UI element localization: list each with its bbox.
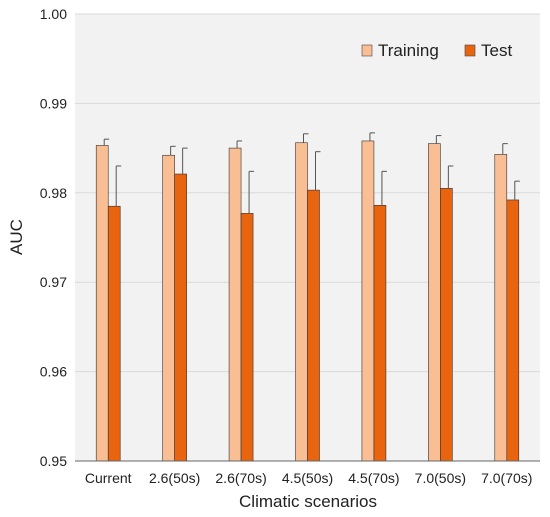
legend-swatch-training	[361, 44, 373, 57]
x-tick-label: 4.5(70s)	[348, 470, 399, 486]
bar-training-2	[228, 147, 242, 462]
bar-test-4	[373, 205, 387, 462]
x-tick-label: 2.6(70s)	[215, 470, 266, 486]
y-tick-label: 0.96	[40, 364, 67, 380]
bar-training-3	[295, 142, 308, 462]
bar-test-6	[506, 199, 520, 462]
error-bars	[103, 132, 520, 214]
x-axis-title: Climatic scenarios	[239, 492, 377, 511]
bar-training-6	[494, 154, 508, 462]
bar-test-3	[307, 189, 320, 462]
bar-test-5	[440, 188, 453, 462]
bar-training-4	[361, 140, 375, 462]
y-tick-label: 1.00	[40, 6, 67, 22]
y-tick-label: 0.95	[40, 453, 67, 469]
bar-test-1	[174, 173, 187, 462]
x-tick-label: Current	[85, 470, 132, 486]
x-tick-label: 7.0(70s)	[481, 470, 532, 486]
x-tick-label: 2.6(50s)	[149, 470, 200, 486]
y-tick-label: 0.97	[40, 274, 67, 290]
x-tick-label: 4.5(50s)	[282, 470, 333, 486]
y-tick-label: 0.99	[40, 95, 67, 111]
bar-test-2	[240, 213, 254, 462]
bar-test-0	[107, 205, 121, 462]
bar-training-0	[95, 145, 109, 462]
y-axis-title: AUC	[7, 219, 26, 255]
y-axis-ticks: 0.95 0.96 0.97 0.98 0.99 1.00	[40, 6, 67, 469]
bar-training-1	[162, 154, 175, 462]
legend: Training Test	[361, 41, 512, 60]
legend-swatch-test	[464, 44, 476, 57]
legend-label-training: Training	[378, 41, 439, 60]
x-tick-label: 7.0(50s)	[415, 470, 466, 486]
x-axis-ticks: Current 2.6(50s) 2.6(70s) 4.5(50s) 4.5(70s) 7…	[85, 470, 533, 486]
y-tick-label: 0.98	[40, 185, 67, 201]
bar-training-5	[428, 143, 441, 462]
legend-label-test: Test	[481, 41, 512, 60]
